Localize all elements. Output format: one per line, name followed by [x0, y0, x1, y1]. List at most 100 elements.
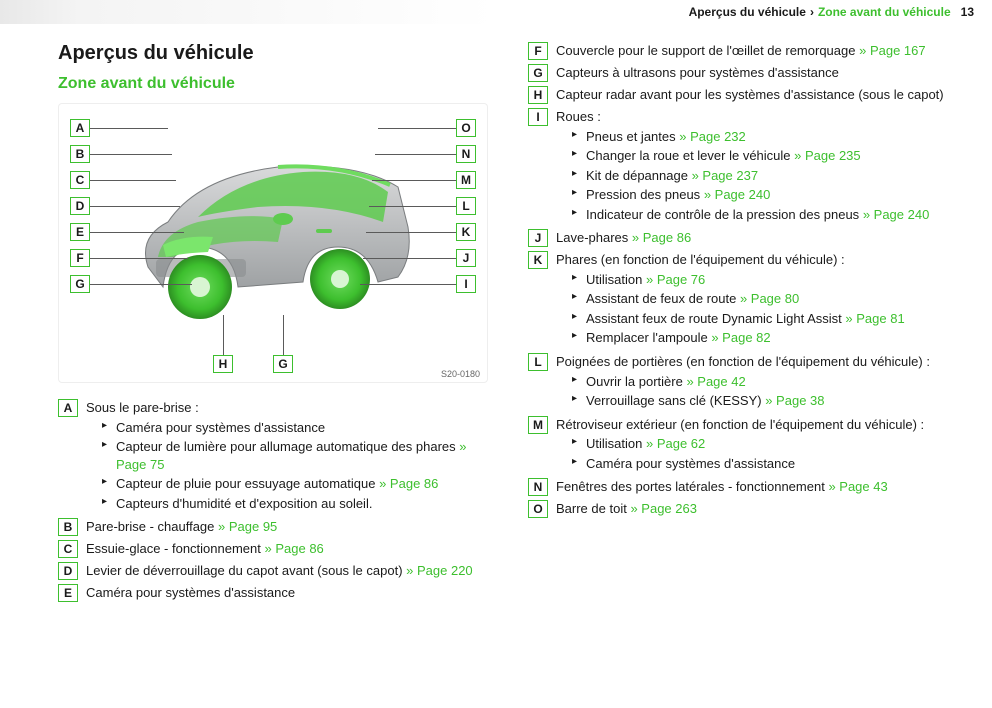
- page-ref[interactable]: » Page 82: [711, 330, 770, 345]
- sublist: Caméra pour systèmes d'assistance Capteur…: [86, 419, 498, 513]
- item-body: Rétroviseur extérieur (en fonction de l'…: [556, 416, 968, 475]
- item-text: Poignées de portières (en fonction de l'…: [556, 353, 968, 371]
- sub-text: Remplacer l'ampoule: [586, 330, 708, 345]
- item-key-f: F: [528, 42, 548, 60]
- item-text: Capteur radar avant pour les systèmes d'…: [556, 86, 968, 104]
- diagram-label-o: O: [456, 119, 476, 137]
- sub-item: Remplacer l'ampoule » Page 82: [572, 329, 968, 347]
- item-key-j: J: [528, 229, 548, 247]
- car-illustration: [128, 127, 418, 343]
- sub-item: Assistant de feux de route » Page 80: [572, 290, 968, 308]
- item-text-span: Couvercle pour le support de l'œillet de…: [556, 43, 855, 58]
- item-key-h: H: [528, 86, 548, 104]
- sub-item: Caméra pour systèmes d'assistance: [102, 419, 498, 437]
- item-key-b: B: [58, 518, 78, 536]
- list-item: LPoignées de portières (en fonction de l…: [528, 353, 968, 412]
- item-text: Caméra pour systèmes d'assistance: [86, 584, 498, 602]
- list-item: I Roues :Pneus et jantes » Page 232Change…: [528, 108, 968, 225]
- item-text-span: Essuie-glace - fonctionnement: [86, 541, 261, 556]
- leader-line: [369, 206, 456, 207]
- item-body: Roues :Pneus et jantes » Page 232Changer…: [556, 108, 968, 225]
- item-text-span: Levier de déverrouillage du capot avant …: [86, 563, 403, 578]
- sub-text: Kit de dépannage: [586, 168, 688, 183]
- sub-item: Verrouillage sans clé (KESSY) » Page 38: [572, 392, 968, 410]
- page-ref[interactable]: » Page 240: [704, 187, 771, 202]
- sub-text: Assistant feux de route Dynamic Light As…: [586, 311, 842, 326]
- page-ref[interactable]: » Page 42: [686, 374, 745, 389]
- item-body: Pare-brise - chauffage » Page 95: [86, 518, 498, 536]
- list-item: B Pare-brise - chauffage » Page 95: [58, 518, 498, 536]
- item-body: Capteur radar avant pour les systèmes d'…: [556, 86, 968, 104]
- sub-text: Caméra pour systèmes d'assistance: [586, 456, 795, 471]
- item-key-c: C: [58, 540, 78, 558]
- page-ref[interactable]: » Page 38: [765, 393, 824, 408]
- page-ref[interactable]: » Page 240: [863, 207, 930, 222]
- list-item: NFenêtres des portes latérales - fonctio…: [528, 478, 968, 496]
- sub-text: Capteur de lumière pour allumage automat…: [116, 439, 456, 454]
- page-ref[interactable]: » Page 95: [218, 519, 277, 534]
- sub-text: Changer la roue et lever le véhicule: [586, 148, 791, 163]
- page-body: Aperçus du véhicule Zone avant du véhicu…: [0, 24, 992, 606]
- page-ref[interactable]: » Page 235: [794, 148, 861, 163]
- sub-text: Utilisation: [586, 436, 642, 451]
- leader-line: [223, 315, 224, 355]
- page-ref[interactable]: » Page 62: [646, 436, 705, 451]
- item-text-span: Barre de toit: [556, 501, 627, 516]
- item-text: Couvercle pour le support de l'œillet de…: [556, 42, 968, 60]
- item-text: Barre de toit » Page 263: [556, 500, 968, 518]
- page-ref[interactable]: » Page 86: [265, 541, 324, 556]
- leader-line: [366, 232, 456, 233]
- list-item: H Capteur radar avant pour les systèmes d…: [528, 86, 968, 104]
- sub-text: Utilisation: [586, 272, 642, 287]
- breadcrumb-part1: Aperçus du véhicule: [689, 5, 806, 19]
- page-ref[interactable]: » Page 263: [630, 501, 697, 516]
- page-ref[interactable]: » Page 232: [679, 129, 746, 144]
- list-item: J Lave-phares » Page 86: [528, 229, 968, 247]
- diagram-label-b: B: [70, 145, 90, 163]
- sub-item: Assistant feux de route Dynamic Light As…: [572, 310, 968, 328]
- leader-line: [283, 315, 284, 355]
- sub-text: Indicateur de contrôle de la pression de…: [586, 207, 859, 222]
- item-key-e: E: [58, 584, 78, 602]
- sublist: Utilisation » Page 76 Assistant de feux d…: [556, 271, 968, 347]
- diagram-label-h: H: [213, 355, 233, 373]
- item-text-span: Pare-brise - chauffage: [86, 519, 214, 534]
- item-body: Essuie-glace - fonctionnement » Page 86: [86, 540, 498, 558]
- page-ref[interactable]: » Page 80: [740, 291, 799, 306]
- item-text-span: Caméra pour systèmes d'assistance: [86, 585, 295, 600]
- list-item: ASous le pare-brise :Caméra pour système…: [58, 399, 498, 514]
- sub-text: Pression des pneus: [586, 187, 700, 202]
- page-ref[interactable]: » Page 76: [646, 272, 705, 287]
- item-list-left: ASous le pare-brise :Caméra pour système…: [58, 399, 498, 602]
- item-text: Essuie-glace - fonctionnement » Page 86: [86, 540, 498, 558]
- sublist: Ouvrir la portière » Page 42 Verrouillage…: [556, 373, 968, 410]
- item-body: Barre de toit » Page 263: [556, 500, 968, 518]
- item-body: Capteurs à ultrasons pour systèmes d'ass…: [556, 64, 968, 82]
- item-list-right: F Couvercle pour le support de l'œillet d…: [528, 42, 968, 518]
- page-ref[interactable]: » Page 237: [692, 168, 759, 183]
- page-ref[interactable]: » Page 220: [406, 563, 473, 578]
- diagram-image-code: S20-0180: [441, 369, 480, 379]
- page-ref[interactable]: » Page 167: [859, 43, 926, 58]
- sublist: Pneus et jantes » Page 232Changer la rou…: [556, 128, 968, 224]
- diagram-label-n: N: [456, 145, 476, 163]
- item-key-i: I: [528, 108, 548, 126]
- sublist: Utilisation » Page 62 Caméra pour système…: [556, 435, 968, 472]
- list-item: KPhares (en fonction de l'équipement du …: [528, 251, 968, 349]
- item-text-span: Lave-phares: [556, 230, 628, 245]
- leader-line: [360, 284, 456, 285]
- item-text-span: Phares (en fonction de l'équipement du v…: [556, 252, 845, 267]
- section-title: Zone avant du véhicule: [58, 75, 498, 93]
- page-ref[interactable]: » Page 86: [379, 476, 438, 491]
- diagram-label-f: F: [70, 249, 90, 267]
- item-body: Lave-phares » Page 86: [556, 229, 968, 247]
- diagram-label-m: M: [456, 171, 476, 189]
- item-text: Levier de déverrouillage du capot avant …: [86, 562, 498, 580]
- sub-text: Ouvrir la portière: [586, 374, 683, 389]
- leader-line: [90, 154, 172, 155]
- page-ref[interactable]: » Page 81: [845, 311, 904, 326]
- page-ref[interactable]: » Page 86: [632, 230, 691, 245]
- item-text-span: Fenêtres des portes latérales - fonction…: [556, 479, 825, 494]
- page-ref[interactable]: » Page 43: [828, 479, 887, 494]
- breadcrumb-part2: Zone avant du véhicule: [818, 5, 951, 19]
